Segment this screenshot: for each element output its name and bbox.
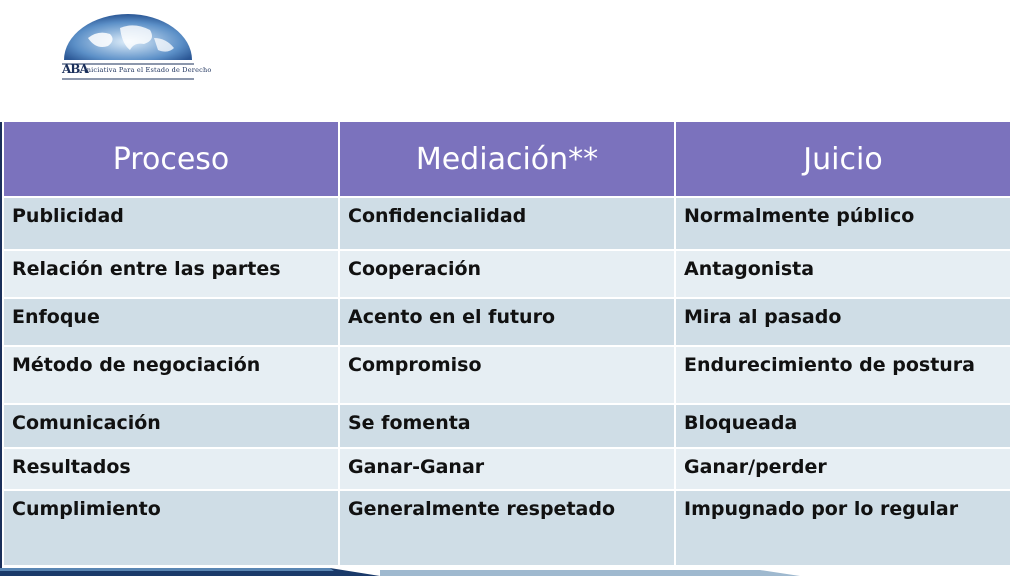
cell-mediacion: Confidencialidad xyxy=(338,196,676,251)
cell-mediacion: Se fomenta xyxy=(338,403,676,449)
table-row: Comunicación Se fomenta Bloqueada xyxy=(2,403,1012,449)
header-proceso: Proceso xyxy=(2,120,340,198)
table-row: Publicidad Confidencialidad Normalmente … xyxy=(2,196,1012,251)
cell-proceso: Cumplimiento xyxy=(2,489,340,567)
cell-proceso: Método de negociación xyxy=(2,345,340,405)
cell-mediacion: Compromiso xyxy=(338,345,676,405)
logo-abbreviation: ABA xyxy=(62,62,89,76)
cell-mediacion: Ganar-Ganar xyxy=(338,447,676,491)
cell-proceso: Resultados xyxy=(2,447,340,491)
cell-juicio: Antagonista xyxy=(674,249,1012,299)
table-row: Enfoque Acento en el futuro Mira al pasa… xyxy=(2,297,1012,347)
logo-caption: Iniciativa Para el Estado de Derecho xyxy=(84,66,212,74)
cell-juicio: Ganar/perder xyxy=(674,447,1012,491)
cell-proceso: Relación entre las partes xyxy=(2,249,340,299)
table-row: Relación entre las partes Cooperación An… xyxy=(2,249,1012,299)
header-juicio: Juicio xyxy=(674,120,1012,198)
cell-juicio: Endurecimiento de postura xyxy=(674,345,1012,405)
cell-proceso: Publicidad xyxy=(2,196,340,251)
cell-juicio: Bloqueada xyxy=(674,403,1012,449)
header-mediacion: Mediación** xyxy=(338,120,676,198)
cell-mediacion: Generalmente respetado xyxy=(338,489,676,567)
table-row: Resultados Ganar-Ganar Ganar/perder xyxy=(2,447,1012,491)
table-row: Cumplimiento Generalmente respetado Impu… xyxy=(2,489,1012,567)
cell-proceso: Enfoque xyxy=(2,297,340,347)
cell-juicio: Normalmente público xyxy=(674,196,1012,251)
cell-juicio: Impugnado por lo regular xyxy=(674,489,1012,567)
cell-juicio: Mira al pasado xyxy=(674,297,1012,347)
cell-mediacion: Cooperación xyxy=(338,249,676,299)
globe-icon xyxy=(62,14,194,80)
table-header-row: Proceso Mediación** Juicio xyxy=(2,120,1012,198)
comparison-table: Proceso Mediación** Juicio Publicidad Co… xyxy=(2,120,1012,567)
cell-proceso: Comunicación xyxy=(2,403,340,449)
left-accent-bar xyxy=(0,122,2,568)
table-row: Método de negociación Compromiso Endurec… xyxy=(2,345,1012,405)
bottom-decorative-bar xyxy=(0,568,1024,576)
cell-mediacion: Acento en el futuro xyxy=(338,297,676,347)
